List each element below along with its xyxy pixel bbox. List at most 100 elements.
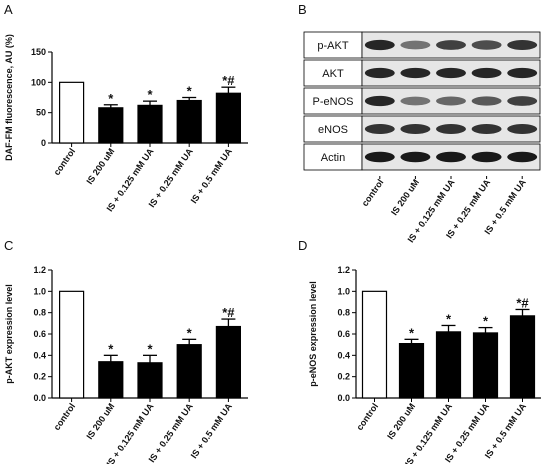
y-tick-label: 150 — [31, 47, 46, 57]
y-tick-label: 1.2 — [33, 265, 46, 275]
lane-label: IS 200 uM — [389, 177, 421, 217]
blot-band — [400, 151, 431, 163]
y-tick-label: 100 — [31, 77, 46, 87]
x-tick-label: IS + 0.5 mM UA — [189, 146, 235, 205]
significance-label: * — [187, 84, 193, 99]
bar — [98, 107, 124, 144]
bar — [98, 361, 124, 399]
bar — [176, 99, 202, 144]
x-tick-label: control — [52, 401, 78, 432]
y-tick-label: 0.8 — [337, 308, 350, 318]
bar — [361, 290, 388, 399]
blot-row-label: P-eNOS — [313, 96, 354, 108]
x-tick-label: control — [52, 146, 78, 177]
y-tick-label: 0.2 — [337, 372, 350, 382]
x-tick-label: IS + 0.5 mM UA — [483, 401, 529, 460]
y-axis-label: p-eNOS expression level — [308, 281, 318, 387]
panel-label-a: A — [4, 2, 13, 17]
significance-label: *# — [222, 305, 235, 320]
y-tick-label: 0.6 — [33, 329, 46, 339]
blot-label-box — [303, 115, 363, 143]
blot-band — [471, 124, 502, 134]
blot-band — [436, 124, 466, 134]
y-tick-label: 0.4 — [33, 350, 46, 360]
blot-row-label: eNOS — [318, 124, 348, 136]
blot-band — [436, 67, 466, 79]
chart-a: 0 50 100 150 DAF-FM fluorescence, AU (%) cont… — [4, 34, 248, 213]
bar — [472, 332, 499, 399]
bar — [58, 290, 85, 399]
significance-label: * — [108, 91, 114, 106]
blot-band — [507, 151, 538, 163]
blot-band — [507, 67, 538, 79]
significance-label: * — [147, 87, 153, 102]
significance-label: *# — [516, 295, 529, 310]
lane-label: control — [360, 177, 386, 208]
blot-band — [400, 124, 431, 134]
blot-band — [400, 96, 431, 106]
y-tick-label: 0.8 — [33, 308, 46, 318]
y-tick-label: 1.0 — [337, 286, 350, 296]
blot-row-label: AKT — [322, 68, 344, 80]
blot-band — [471, 96, 502, 106]
x-tick-label: IS 200 uM — [84, 401, 116, 441]
significance-label: * — [108, 341, 114, 356]
bar — [176, 344, 202, 399]
y-tick-label: 1.2 — [337, 265, 350, 275]
blot-band — [364, 151, 395, 163]
x-tick-label: IS 200 uM — [84, 146, 116, 186]
blot-band — [364, 124, 395, 134]
blot-label-box — [303, 87, 363, 115]
bar — [215, 325, 241, 399]
panel-label-c: C — [4, 238, 13, 253]
blot-band — [364, 95, 395, 107]
significance-label: * — [483, 314, 489, 329]
y-tick-label: 0.0 — [33, 393, 46, 403]
x-tick-label: IS + 0.5 mM UA — [189, 401, 235, 460]
blot-row-label: Actin — [321, 152, 345, 164]
panel-label-b: B — [298, 2, 307, 17]
blot-band — [507, 96, 538, 106]
y-tick-label: 0.4 — [337, 350, 350, 360]
bar — [137, 362, 163, 399]
blot-band — [471, 40, 502, 50]
bar — [58, 81, 85, 144]
blot-band — [471, 151, 502, 163]
y-tick-label: 0.2 — [33, 372, 46, 382]
bar — [215, 92, 241, 144]
x-tick-label: IS 200 uM — [385, 401, 417, 441]
x-tick-label: control — [354, 401, 380, 432]
blot-label-box — [303, 59, 363, 87]
bar — [509, 315, 536, 399]
blot-band — [364, 39, 395, 51]
blot-band — [507, 124, 538, 134]
blot-band — [436, 96, 466, 106]
y-axis-label: DAF-FM fluorescence, AU (%) — [4, 34, 14, 161]
blot-band — [436, 151, 466, 163]
y-tick-label: 0 — [41, 138, 46, 148]
blot-band — [400, 40, 431, 50]
blot-band — [364, 67, 395, 79]
bar — [137, 104, 163, 144]
significance-label: * — [147, 341, 153, 356]
y-axis-label: p-AKT expression level — [4, 284, 14, 384]
chart-d: 0.0 0.2 0.4 0.6 0.8 1.0 1.2 p-eNOS expression l… — [308, 265, 541, 464]
blot-band — [436, 40, 466, 50]
significance-label: * — [409, 325, 415, 340]
significance-label: * — [187, 325, 193, 340]
blot-band — [471, 67, 502, 79]
significance-label: *# — [222, 73, 235, 88]
panel-label-d: D — [298, 238, 307, 253]
blot-band — [507, 40, 538, 50]
y-tick-label: 0.6 — [337, 329, 350, 339]
y-tick-label: 50 — [36, 108, 46, 118]
blot-label-box — [303, 31, 363, 59]
blot-band — [400, 67, 431, 79]
significance-label: * — [446, 311, 452, 326]
y-tick-label: 0.0 — [337, 393, 350, 403]
y-tick-label: 1.0 — [33, 286, 46, 296]
bar — [398, 343, 425, 399]
bar — [435, 331, 462, 399]
